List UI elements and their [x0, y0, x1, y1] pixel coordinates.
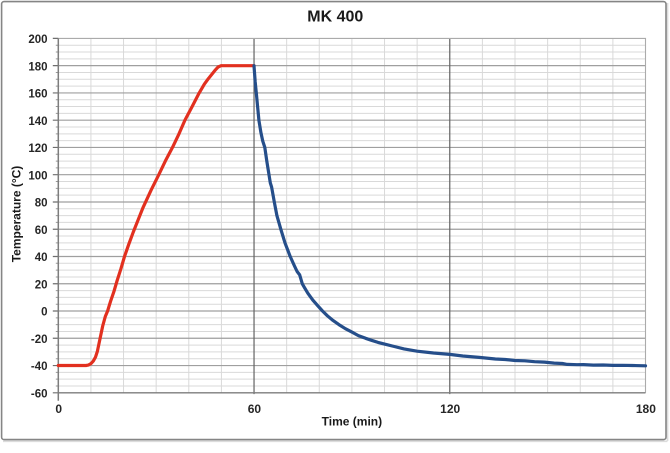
svg-text:160: 160	[28, 89, 47, 101]
svg-text:80: 80	[35, 198, 48, 210]
svg-text:40: 40	[35, 252, 48, 264]
svg-text:120: 120	[28, 143, 47, 155]
svg-text:120: 120	[440, 402, 460, 416]
svg-text:Time (min): Time (min)	[322, 414, 382, 428]
svg-text:100: 100	[28, 170, 47, 182]
svg-text:140: 140	[28, 116, 47, 128]
svg-text:60: 60	[35, 225, 48, 237]
svg-text:20: 20	[35, 280, 48, 292]
svg-text:0: 0	[55, 402, 62, 416]
svg-text:180: 180	[28, 61, 47, 73]
svg-text:-20: -20	[31, 334, 48, 346]
svg-text:0: 0	[41, 307, 47, 319]
svg-text:60: 60	[248, 402, 262, 416]
svg-text:MK 400: MK 400	[307, 9, 363, 26]
svg-text:-60: -60	[31, 389, 48, 401]
svg-text:-40: -40	[31, 361, 48, 373]
svg-text:Temperature (°C): Temperature (°C)	[10, 166, 24, 263]
svg-text:180: 180	[636, 402, 656, 416]
svg-text:200: 200	[28, 34, 47, 46]
